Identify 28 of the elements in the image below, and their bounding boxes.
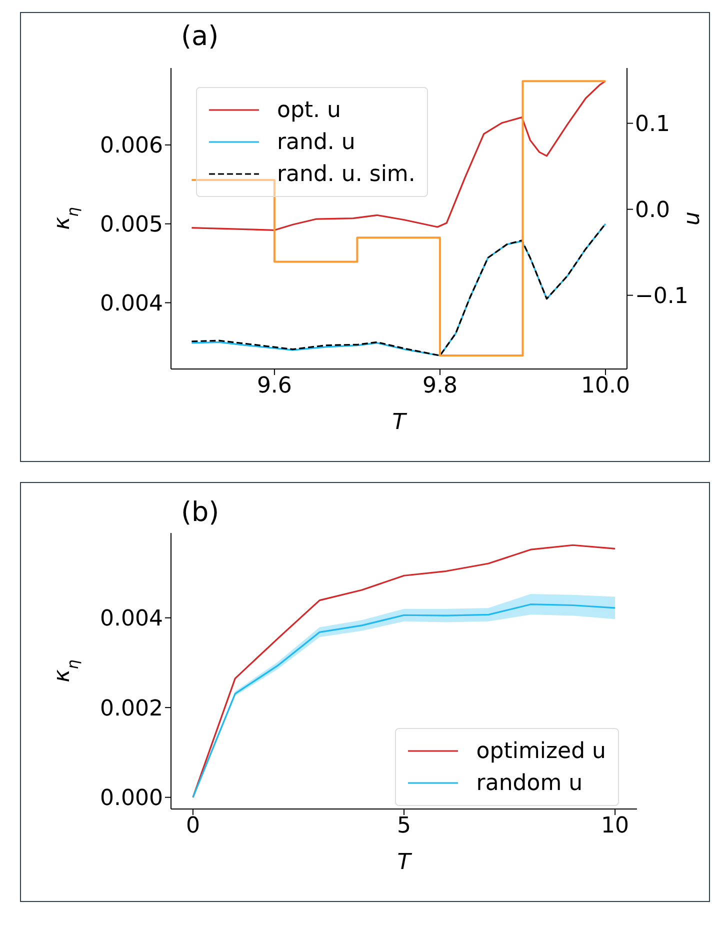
y-tick-label: 0.006 [100, 134, 163, 159]
x-tick-label: 9.8 [422, 374, 458, 399]
x-axis-title: T [397, 850, 412, 875]
y-tick-label: 0.004 [100, 292, 163, 317]
line-series [190, 80, 606, 231]
legend-label: random u [476, 770, 583, 796]
y-tick-label: 0.004 [100, 606, 163, 632]
y2-tick-label: 0.1 [635, 112, 670, 138]
x-tick-label: 10 [601, 814, 630, 839]
y-tick-label: 0.000 [100, 786, 163, 812]
line-series [192, 544, 616, 798]
legend-label: rand. u [277, 130, 356, 154]
x-tick-label: 10.0 [580, 374, 630, 399]
legend-label: rand. u. sim. [277, 162, 416, 186]
text: (a) [181, 21, 219, 52]
line-series [190, 223, 606, 356]
text: (b) [181, 497, 220, 528]
x-tick-label: 5 [397, 814, 411, 839]
legend-label: optimized u [476, 738, 606, 764]
x-tick-label: 0 [186, 814, 200, 839]
y2-tick-label: 0.0 [635, 198, 670, 224]
legend-label: opt. u [277, 98, 341, 122]
x-tick-label: 9.6 [256, 374, 292, 399]
y-tick-label: 0.002 [100, 696, 163, 722]
x-axis-title: T [392, 410, 408, 435]
y-tick-label: 0.005 [100, 212, 163, 238]
y2-tick-label: −0.1 [635, 284, 688, 310]
y2-axis-title: u [680, 212, 705, 226]
